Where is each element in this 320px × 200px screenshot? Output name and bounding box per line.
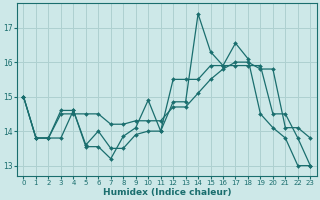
X-axis label: Humidex (Indice chaleur): Humidex (Indice chaleur) (103, 188, 231, 197)
